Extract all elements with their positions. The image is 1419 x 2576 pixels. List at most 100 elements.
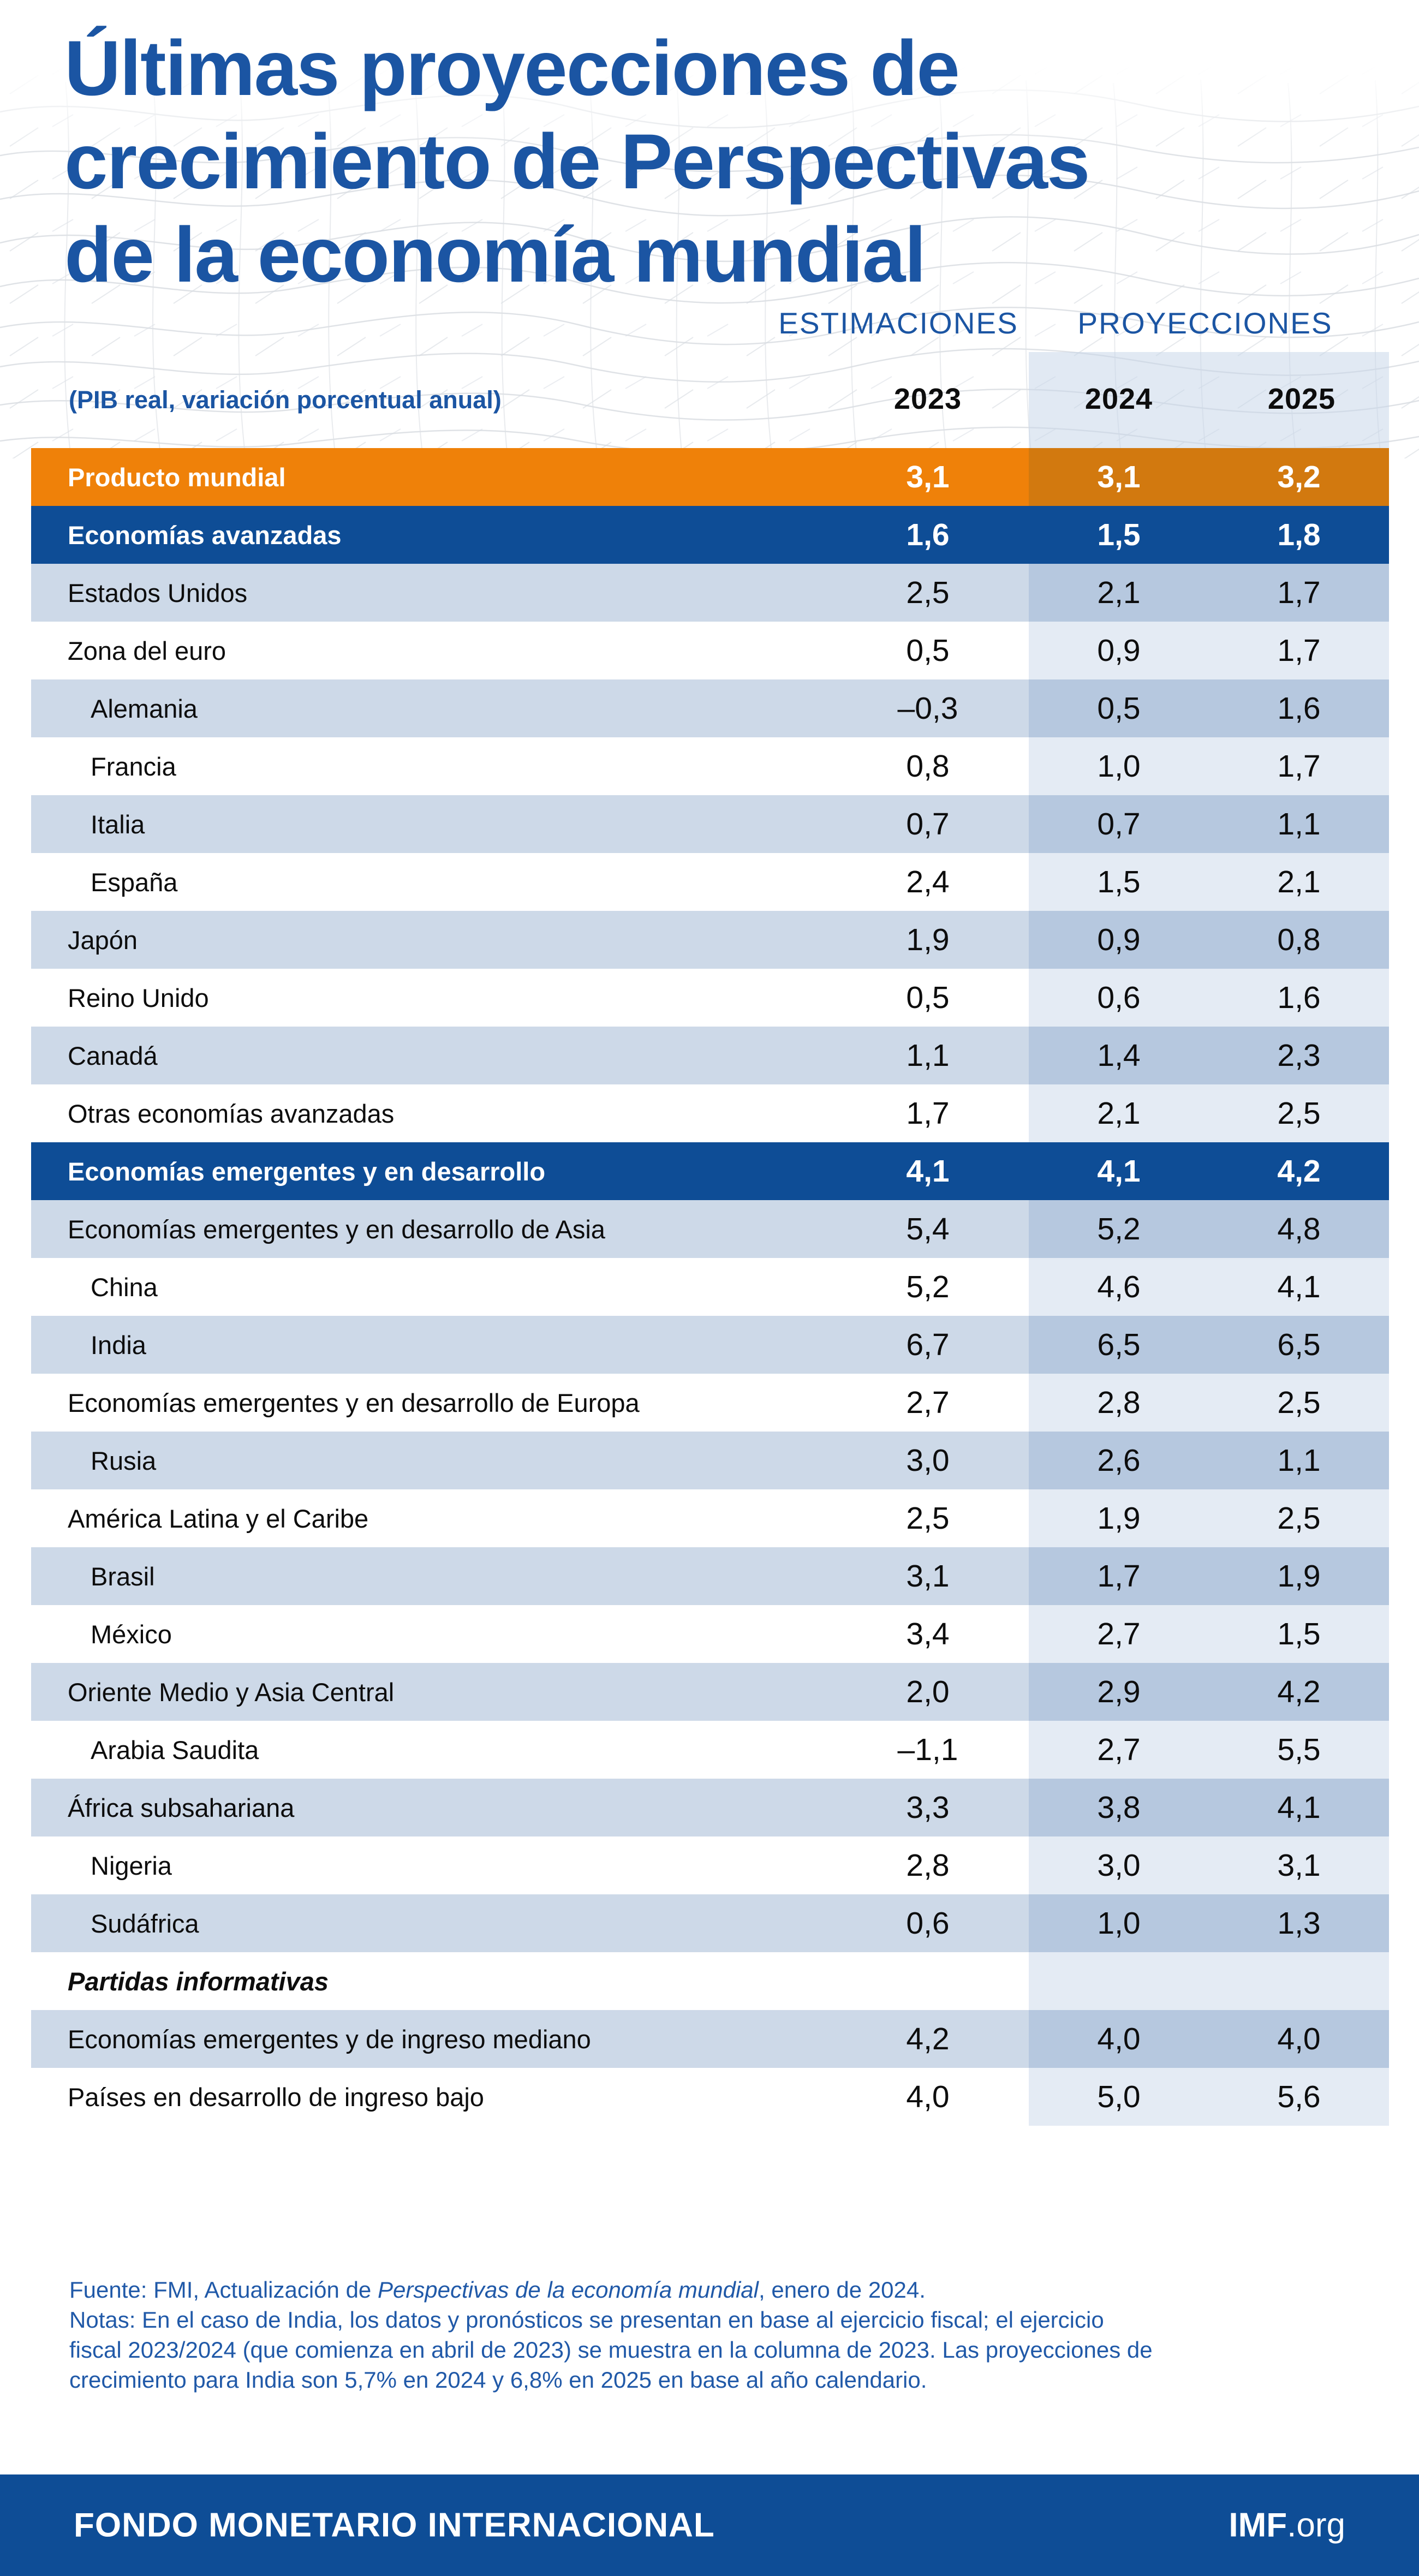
value-2023-cell: 5,4 [906,1212,950,1247]
value-2023-cell: 5,2 [906,1269,950,1304]
table-row: Economías emergentes y en desarrollo de … [31,1200,1389,1258]
footnote-source-publication: Perspectivas de la economía mundial [377,2277,759,2303]
row-label: España [91,867,178,897]
row-label: Japón [68,925,138,955]
table-row: Italia 0,7 0,7 1,1 [31,795,1389,853]
value-2023-cell: 2,5 [906,575,950,610]
value-2025-cell: 6,5 [1209,1316,1389,1374]
value-2025-cell: 1,7 [1209,564,1389,622]
footer-imf-org-link[interactable]: IMF.org [1229,2506,1345,2545]
value-2023-cell: 0,5 [906,633,950,668]
value-2024-cell: 2,1 [1029,1084,1209,1142]
value-2025-cell: 4,2 [1209,1663,1389,1721]
value-2023-cell: 2,7 [906,1385,950,1420]
row-label: Reino Unido [68,983,209,1012]
value-2023-cell: 1,7 [906,1096,950,1131]
table-row: América Latina y el Caribe 2,5 1,9 2,5 [31,1489,1389,1547]
table-row: Otras economías avanzadas 1,7 2,1 2,5 [31,1084,1389,1142]
value-2024-cell: 0,6 [1029,969,1209,1027]
row-label: Economías emergentes y en desarrollo de … [68,1388,640,1417]
value-2024-cell: 3,1 [1029,448,1209,506]
table-row: Economías emergentes y de ingreso median… [31,2010,1389,2068]
value-2023-cell: 3,1 [906,1559,950,1594]
value-2023-cell: 0,6 [906,1906,950,1941]
row-label: Producto mundial [68,462,286,492]
table-row: Francia 0,8 1,0 1,7 [31,737,1389,795]
table-row: Reino Unido 0,5 0,6 1,6 [31,969,1389,1027]
value-2025-cell: 1,6 [1209,679,1389,737]
value-2025-cell: 0,8 [1209,911,1389,969]
value-2024-cell: 2,6 [1029,1432,1209,1489]
year-header-2025: 2025 [1267,383,1336,415]
growth-table: Producto mundial 3,1 3,1 3,2 Economías a… [31,448,1389,2126]
table-row: Canadá 1,1 1,4 2,3 [31,1027,1389,1084]
proyecciones-label: PROYECCIONES [1077,306,1333,340]
footer-org-name: FONDO MONETARIO INTERNACIONAL [74,2506,715,2544]
table-row: Arabia Saudita –1,1 2,7 5,5 [31,1721,1389,1779]
value-2024-cell: 2,1 [1029,564,1209,622]
value-2024-cell: 4,1 [1097,1154,1141,1189]
table-row: China 5,2 4,6 4,1 [31,1258,1389,1316]
page-title-line-2: crecimiento de Perspectivas [64,118,1090,205]
value-2024-cell: 0,5 [1029,679,1209,737]
value-2025-cell: 2,5 [1209,1374,1389,1432]
value-2025-cell: 1,1 [1209,1432,1389,1489]
value-2024-cell: 5,0 [1029,2068,1209,2126]
table-row: Rusia 3,0 2,6 1,1 [31,1432,1389,1489]
table-row: Economías emergentes y en desarrollo 4,1… [31,1142,1389,1200]
row-label: Alemania [91,694,198,723]
table-row: Oriente Medio y Asia Central 2,0 2,9 4,2 [31,1663,1389,1721]
footnote-notes-line-3: crecimiento para India son 5,7% en 2024 … [69,2367,927,2393]
estimaciones-label: ESTIMACIONES [778,306,1018,340]
value-2024-cell: 6,5 [1029,1316,1209,1374]
footnote-source-pre: Fuente: FMI, Actualización de [69,2277,378,2303]
value-2023-cell: 0,8 [906,749,950,784]
table-row: Países en desarrollo de ingreso bajo 4,0… [31,2068,1389,2126]
row-label: Países en desarrollo de ingreso bajo [68,2082,484,2112]
table-row: Producto mundial 3,1 3,1 3,2 [31,448,1389,506]
value-2023-cell: 2,5 [906,1501,950,1536]
table-row: Brasil 3,1 1,7 1,9 [31,1547,1389,1605]
value-2025-cell: 1,6 [1209,969,1389,1027]
value-2023-cell: 1,1 [906,1038,950,1073]
table-row: Nigeria 2,8 3,0 3,1 [31,1836,1389,1894]
value-2025-cell: 1,1 [1209,795,1389,853]
value-2023-cell [849,1952,1029,2010]
table-row: Estados Unidos 2,5 2,1 1,7 [31,564,1389,622]
value-2024-cell: 3,0 [1029,1836,1209,1894]
row-label: Italia [91,809,145,839]
footer-org-suffix: .org [1287,2506,1345,2544]
table-row: África subsahariana 3,3 3,8 4,1 [31,1779,1389,1836]
row-label: Zona del euro [68,636,226,665]
row-label: India [91,1330,146,1359]
value-2024-cell: 2,8 [1029,1374,1209,1432]
footnote-notes-line-2: fiscal 2023/2024 (que comienza en abril … [69,2337,1153,2363]
value-2024-cell: 5,2 [1029,1200,1209,1258]
value-2024-cell: 0,7 [1029,795,1209,853]
value-2023-cell: 1,9 [906,922,950,957]
row-label: China [91,1272,158,1302]
page-title-line-1: Últimas proyecciones de [64,25,960,112]
row-label: México [91,1619,172,1649]
row-label: Brasil [91,1561,155,1591]
row-label: Economías avanzadas [68,520,342,550]
value-2023-cell: 6,7 [906,1327,950,1362]
value-2024-cell: 0,9 [1029,911,1209,969]
value-2023-cell: 4,0 [906,2079,950,2114]
value-2025-cell: 4,1 [1209,1258,1389,1316]
footnotes: Fuente: FMI, Actualización de Perspectiv… [69,2275,1153,2395]
value-2025-cell: 2,5 [1209,1489,1389,1547]
row-label: África subsahariana [68,1793,295,1822]
table-row: España 2,4 1,5 2,1 [31,853,1389,911]
value-2024-cell [1029,1952,1209,2010]
value-2024-cell: 1,9 [1029,1489,1209,1547]
value-2025-cell: 1,8 [1277,517,1321,552]
value-2025-cell: 4,8 [1209,1200,1389,1258]
value-2025-cell: 1,9 [1209,1547,1389,1605]
value-2023-cell: 3,0 [906,1443,950,1478]
value-2024-cell: 4,6 [1029,1258,1209,1316]
value-2023-cell: 2,4 [906,864,950,899]
value-2023-cell: 0,7 [906,807,950,842]
row-label: Arabia Saudita [91,1735,259,1764]
year-header-2023: 2023 [893,383,962,415]
